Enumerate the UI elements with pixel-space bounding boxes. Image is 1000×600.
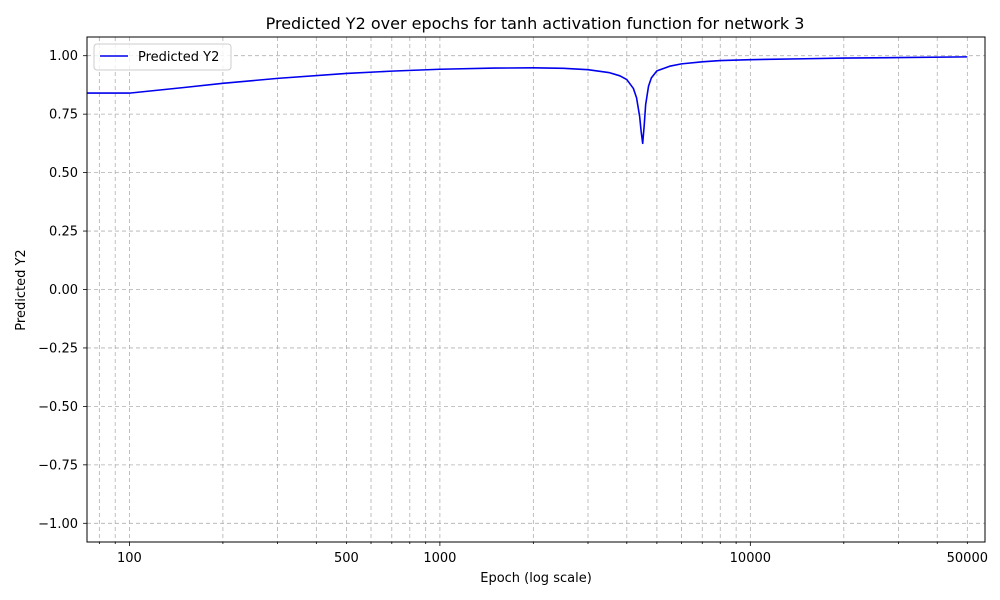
y-tick-label: −1.00 <box>38 517 78 532</box>
x-tick-label: 500 <box>334 551 359 566</box>
y-tick-label: 1.00 <box>49 49 78 64</box>
y-axis-label: Predicted Y2 <box>14 249 29 330</box>
legend: Predicted Y2 <box>93 43 232 71</box>
y-tick-label: −0.75 <box>38 458 78 473</box>
x-tick-label: 1000 <box>423 551 456 566</box>
y-tick-label: −0.25 <box>38 341 78 356</box>
axis-ticks: −1.00 −0.75 −0.50 −0.25 0.00 0.25 0.50 0.75 1.00… <box>38 49 988 566</box>
series-line <box>87 56 968 145</box>
x-tick-label: 100 <box>117 551 142 566</box>
legend-label: Predicted Y2 <box>138 50 219 65</box>
y-tick-label: 0.75 <box>49 108 78 123</box>
grid <box>87 37 985 542</box>
plot-area <box>87 56 968 145</box>
y-tick-label: −0.50 <box>38 400 78 415</box>
chart-title: Predicted Y2 over epochs for tanh activa… <box>266 14 805 33</box>
legend-box <box>93 43 232 71</box>
x-tick-label: 50000 <box>947 551 988 566</box>
x-tick-label: 10000 <box>730 551 771 566</box>
x-axis-label: Epoch (log scale) <box>480 571 592 586</box>
y-tick-label: 0.25 <box>49 225 78 240</box>
y-tick-label: 0.50 <box>49 166 78 181</box>
y-tick-label: 0.00 <box>49 283 78 298</box>
